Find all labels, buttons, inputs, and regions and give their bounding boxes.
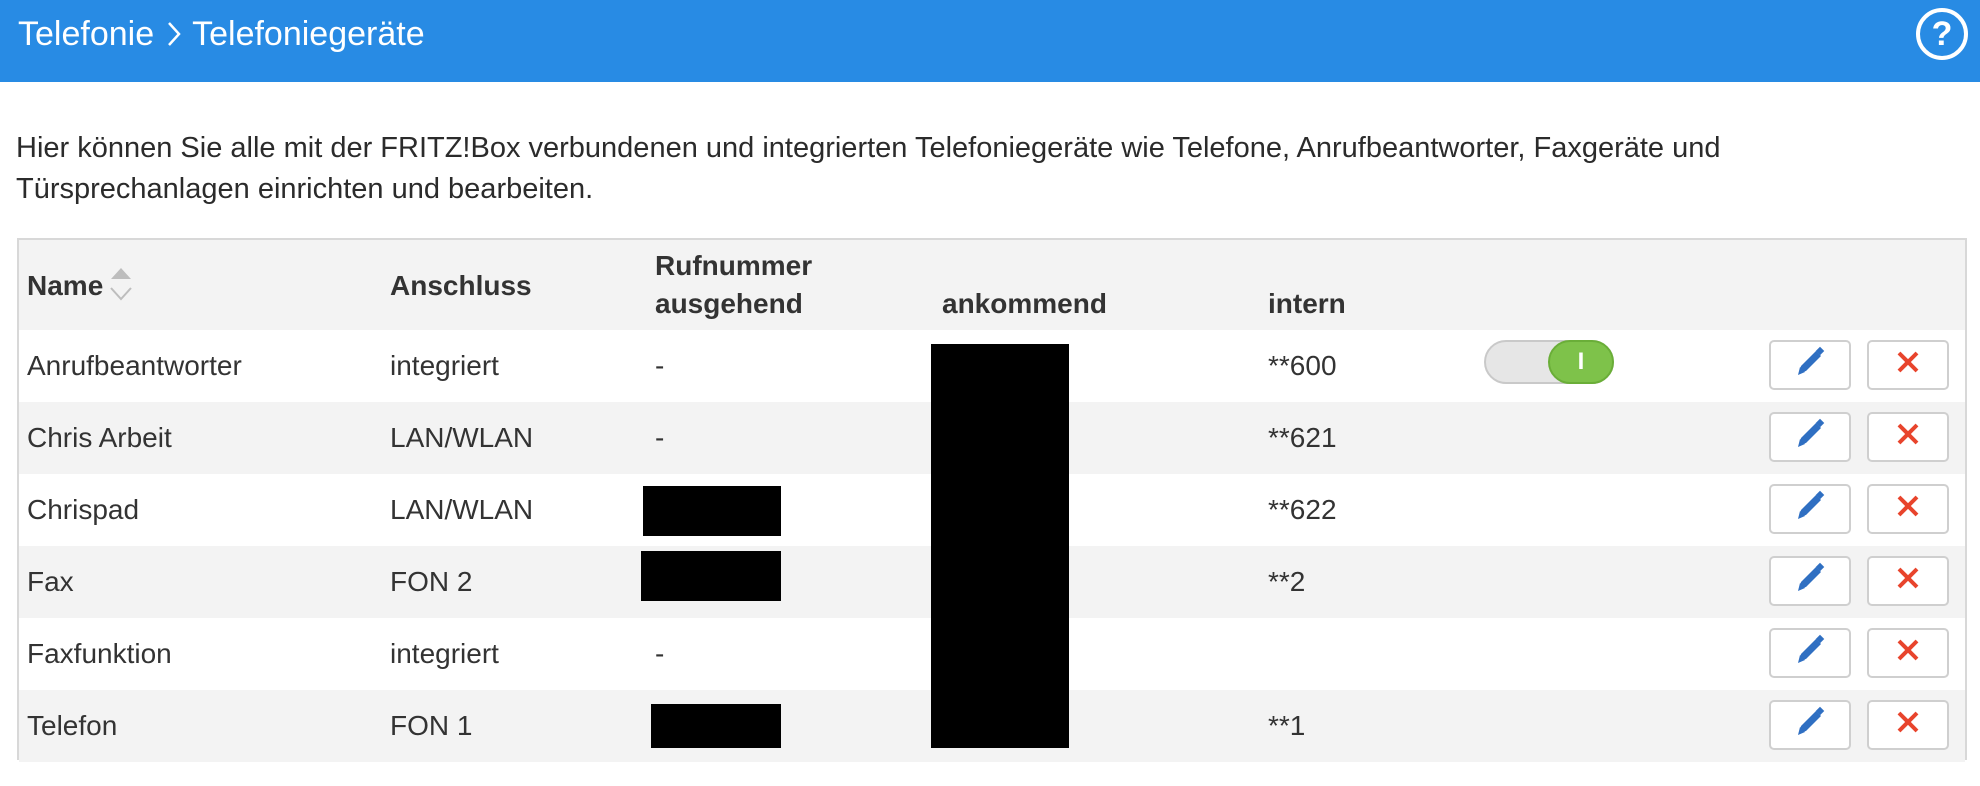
column-header-anschluss: Anschluss xyxy=(390,270,532,301)
column-header-name[interactable]: Name xyxy=(27,270,104,301)
delete-button[interactable] xyxy=(1867,484,1949,534)
cell-name: Chris Arbeit xyxy=(27,422,172,453)
x-icon xyxy=(1894,636,1922,671)
sort-icon[interactable] xyxy=(109,266,133,307)
redacted-number xyxy=(641,551,781,601)
table-header: Name Anschluss Rufnummer ausgehend ankom… xyxy=(19,240,1965,330)
x-icon xyxy=(1894,708,1922,743)
pencil-icon xyxy=(1793,345,1827,386)
cell-ausgehend: - xyxy=(655,638,665,669)
column-header-ankommend: ankommend xyxy=(942,288,1107,319)
cell-intern: **622 xyxy=(1268,494,1337,525)
cell-name: Chrispad xyxy=(27,494,140,525)
cell-anschluss: FON 2 xyxy=(390,566,473,597)
redacted-number xyxy=(643,486,781,536)
cell-ausgehend: - xyxy=(655,350,665,381)
cell-anschluss: LAN/WLAN xyxy=(390,422,534,453)
cell-name: Faxfunktion xyxy=(27,638,172,669)
delete-button[interactable] xyxy=(1867,412,1949,462)
cell-name: Telefon xyxy=(27,710,118,741)
pencil-icon xyxy=(1793,633,1827,674)
cell-intern: **621 xyxy=(1268,422,1337,453)
active-toggle[interactable]: I xyxy=(1484,340,1614,384)
x-icon xyxy=(1894,492,1922,527)
cell-name: Fax xyxy=(27,566,74,597)
breadcrumb-telefoniegeraete: Telefoniegeräte xyxy=(192,15,425,53)
breadcrumb: Telefonie Telefoniegeräte xyxy=(18,14,425,54)
cell-intern: **2 xyxy=(1268,566,1306,597)
edit-button[interactable] xyxy=(1769,412,1851,462)
pencil-icon xyxy=(1793,417,1827,458)
pencil-icon xyxy=(1793,561,1827,602)
delete-button[interactable] xyxy=(1867,628,1949,678)
cell-intern: **1 xyxy=(1268,710,1306,741)
column-header-intern: intern xyxy=(1268,288,1346,319)
devices-table: Name Anschluss Rufnummer ausgehend ankom… xyxy=(17,238,1967,762)
help-icon[interactable]: ? xyxy=(1916,8,1968,60)
redacted-number xyxy=(651,704,781,748)
x-icon xyxy=(1894,348,1922,383)
header-bar: Telefonie Telefoniegeräte ? xyxy=(0,0,1980,82)
edit-button[interactable] xyxy=(1769,556,1851,606)
cell-anschluss: integriert xyxy=(390,638,499,669)
cell-name: Anrufbeantworter xyxy=(27,350,242,381)
delete-button[interactable] xyxy=(1867,340,1949,390)
edit-button[interactable] xyxy=(1769,700,1851,750)
redacted-ankommend-numbers xyxy=(931,344,1069,748)
column-header-ausgehend: ausgehend xyxy=(655,288,803,319)
edit-button[interactable] xyxy=(1769,340,1851,390)
pencil-icon xyxy=(1793,705,1827,746)
pencil-icon xyxy=(1793,489,1827,530)
x-icon xyxy=(1894,564,1922,599)
edit-button[interactable] xyxy=(1769,628,1851,678)
toggle-knob: I xyxy=(1548,340,1614,384)
cell-ausgehend: - xyxy=(655,422,665,453)
cell-anschluss: FON 1 xyxy=(390,710,473,741)
column-header-rufnummer: Rufnummer xyxy=(655,250,813,281)
chevron-right-icon xyxy=(166,19,182,49)
delete-button[interactable] xyxy=(1867,700,1949,750)
breadcrumb-telefonie[interactable]: Telefonie xyxy=(18,15,155,53)
intro-text: Hier können Sie alle mit der FRITZ!Box v… xyxy=(16,132,1721,205)
edit-button[interactable] xyxy=(1769,484,1851,534)
delete-button[interactable] xyxy=(1867,556,1949,606)
cell-anschluss: integriert xyxy=(390,350,499,381)
cell-intern: **600 xyxy=(1268,350,1337,381)
cell-anschluss: LAN/WLAN xyxy=(390,494,534,525)
x-icon xyxy=(1894,420,1922,455)
